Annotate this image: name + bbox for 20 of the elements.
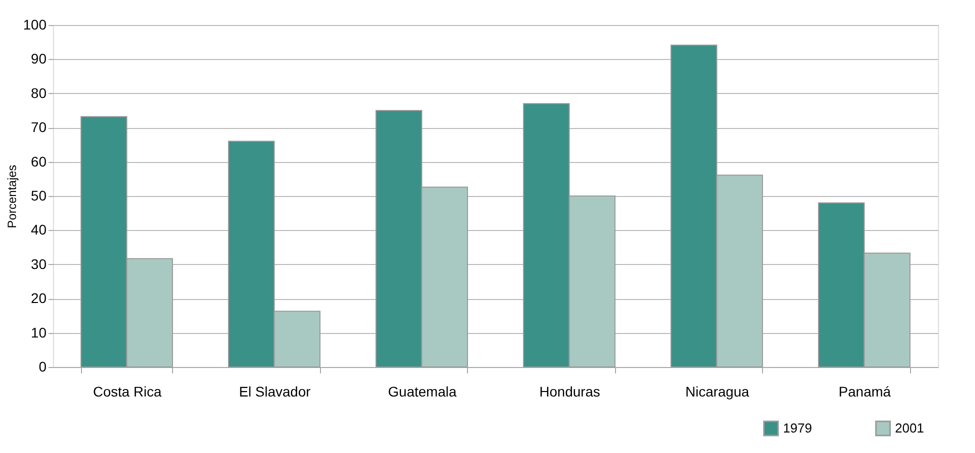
y-tick-label: 20: [30, 290, 47, 306]
y-tick-label: 60: [30, 153, 47, 170]
y-tick-label: 70: [30, 119, 47, 136]
y-tick-label: 50: [30, 188, 47, 204]
x-tick-label: Panamá: [838, 384, 892, 400]
y-tick-label: 10: [30, 324, 47, 340]
x-tick-label: El Slavador: [238, 384, 311, 400]
x-tick-label: Costa Rica: [93, 384, 162, 400]
legend-label: 1979: [783, 420, 812, 436]
y-tick-label: 90: [30, 50, 47, 67]
y-tick-label: 30: [30, 256, 47, 272]
y-tick-label: 40: [30, 222, 47, 238]
y-tick-label: 100: [23, 16, 47, 32]
legend-label: 2001: [895, 420, 924, 436]
y-axis-title: Porcentajes: [5, 164, 20, 228]
y-tick-label: 0: [38, 358, 47, 374]
y-tick-label: 80: [30, 84, 47, 101]
x-tick-label: Guatemala: [388, 384, 457, 400]
x-tick-label: Honduras: [539, 384, 600, 400]
x-tick-label: Nicaragua: [685, 384, 750, 400]
